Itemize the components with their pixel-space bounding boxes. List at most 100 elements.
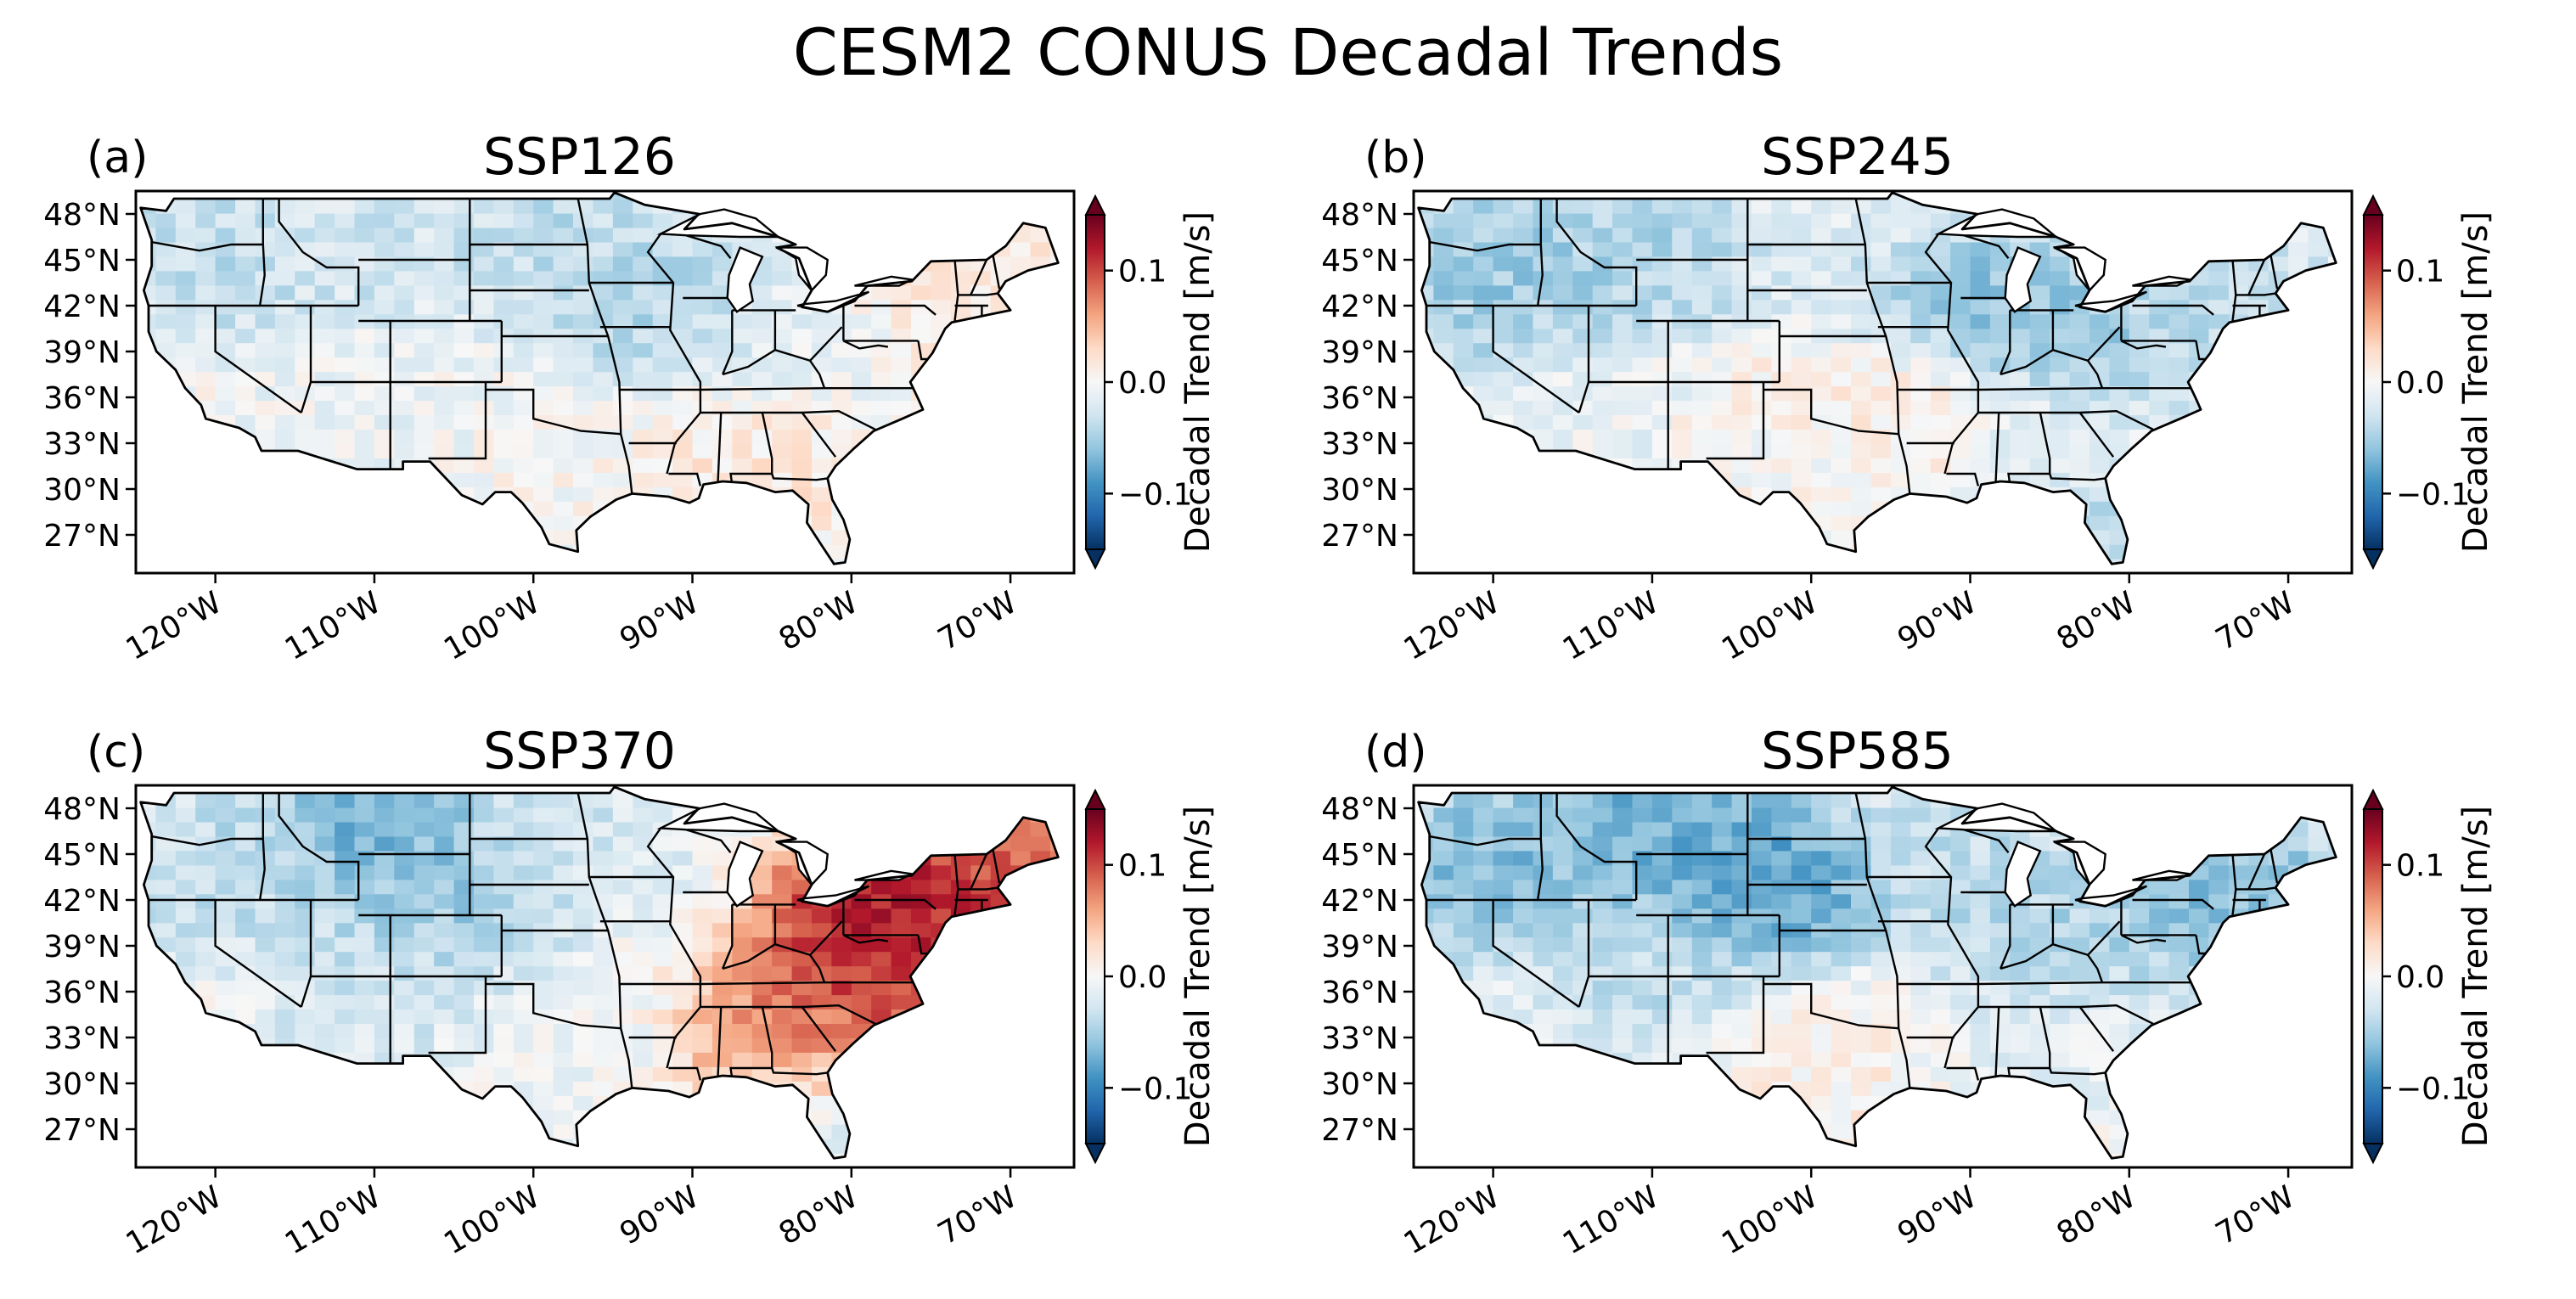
heatmap-cell [812, 1052, 832, 1067]
state-boundary [428, 976, 487, 1054]
heatmap-cell [1453, 270, 1474, 286]
heatmap-cell [593, 1110, 614, 1125]
heatmap-cell [1731, 270, 1752, 286]
heatmap-cell [1910, 227, 1932, 243]
heatmap-cell [1493, 270, 1514, 286]
heatmap-cell [2149, 515, 2170, 531]
heatmap-cell [155, 284, 177, 301]
heatmap-cell [970, 371, 992, 387]
heatmap-cell [1453, 1038, 1474, 1053]
heatmap-cell [140, 544, 156, 560]
heatmap-cell [812, 227, 832, 243]
heatmap-cell [1870, 400, 1892, 415]
heatmap-cell [140, 299, 156, 315]
heatmap-cell [2069, 429, 2090, 444]
heatmap-cell [871, 807, 892, 823]
great-lake [2004, 246, 2042, 313]
heatmap-cell [1811, 270, 1832, 286]
heatmap-cell [871, 227, 892, 243]
heatmap-cell [791, 443, 813, 458]
heatmap-cell [1473, 951, 1494, 967]
heatmap-cell [413, 965, 435, 981]
heatmap-cell [791, 342, 813, 358]
heatmap-cell [1731, 544, 1752, 560]
heatmap-cell [175, 270, 196, 286]
panel-label: (a) [87, 132, 148, 183]
heatmap-cell [1672, 501, 1693, 516]
heatmap-cell [851, 994, 872, 1009]
heatmap-cell [672, 1009, 694, 1024]
heatmap-cell [1493, 530, 1514, 545]
heatmap-cell [533, 850, 554, 866]
heatmap-cell [1731, 879, 1752, 895]
heatmap-cell [140, 1110, 156, 1125]
heatmap-cell [374, 530, 395, 545]
heatmap-cell [931, 1038, 952, 1053]
heatmap-cell [553, 850, 574, 866]
heatmap-cell [155, 1153, 177, 1159]
heatmap-cell [1030, 1153, 1051, 1159]
heatmap-cell [1752, 821, 1772, 837]
y-tick-label: 36°N [43, 381, 121, 416]
state-boundary [2247, 259, 2266, 295]
heatmap-cell [255, 965, 276, 981]
heatmap-cell [950, 1066, 971, 1082]
heatmap-cell [1049, 893, 1059, 909]
heatmap-cell [2029, 328, 2050, 344]
heatmap-cell [831, 821, 852, 837]
heatmap-cell [2208, 227, 2230, 243]
heatmap-cell [851, 908, 872, 924]
heatmap-cell [493, 227, 515, 243]
heatmap-cell [672, 256, 694, 272]
heatmap-cell [931, 1052, 952, 1067]
heatmap-cell [1672, 429, 1693, 444]
heatmap-cell [1870, 357, 1892, 373]
heatmap-cell [434, 270, 455, 286]
heatmap-cell [851, 1139, 872, 1154]
heatmap-cell [2069, 559, 2090, 565]
heatmap-cell [950, 793, 971, 808]
heatmap-cell [1811, 1066, 1832, 1082]
heatmap-cell [2029, 530, 2050, 545]
heatmap-cell [1712, 1052, 1733, 1067]
heatmap-cell [911, 212, 931, 228]
heatmap-cell [274, 371, 295, 387]
heatmap-cell [1651, 893, 1673, 909]
heatmap-cell [354, 212, 375, 228]
heatmap-cell [1691, 385, 1713, 402]
heatmap-cell [1592, 1139, 1613, 1154]
heatmap-cell [1851, 443, 1871, 458]
heatmap-cell [1890, 807, 1911, 823]
heatmap-cell [711, 1081, 733, 1096]
heatmap-cell [1831, 994, 1852, 1009]
heatmap-cell [633, 414, 654, 430]
heatmap-cell [235, 530, 256, 545]
heatmap-cell [175, 429, 196, 444]
heatmap-cell [2069, 313, 2090, 329]
heatmap-cell [175, 1038, 196, 1053]
heatmap-cell [950, 1081, 971, 1096]
heatmap-cell [1811, 443, 1832, 458]
heatmap-cell [215, 256, 236, 272]
heatmap-cell [255, 256, 276, 272]
heatmap-cell [2228, 472, 2249, 487]
heatmap-cell [553, 385, 574, 402]
heatmap-cell [1049, 429, 1059, 444]
heatmap-cell [553, 515, 574, 531]
heatmap-cell [1592, 922, 1613, 938]
heatmap-cell [652, 414, 673, 430]
heatmap-cell [1433, 850, 1454, 866]
heatmap-cell [1592, 1066, 1613, 1082]
heatmap-cell [474, 299, 494, 315]
heatmap-cell [295, 1139, 316, 1154]
heatmap-cell [911, 922, 931, 938]
heatmap-cell [692, 530, 713, 545]
heatmap-cell [1513, 400, 1534, 415]
heatmap-cell [453, 893, 475, 909]
heatmap-cell [1612, 908, 1634, 924]
heatmap-cell [1533, 429, 1554, 444]
heatmap-cell [1572, 807, 1594, 823]
heatmap-cell [1010, 515, 1032, 531]
heatmap-cell [2069, 199, 2090, 214]
heatmap-cell [950, 371, 971, 387]
